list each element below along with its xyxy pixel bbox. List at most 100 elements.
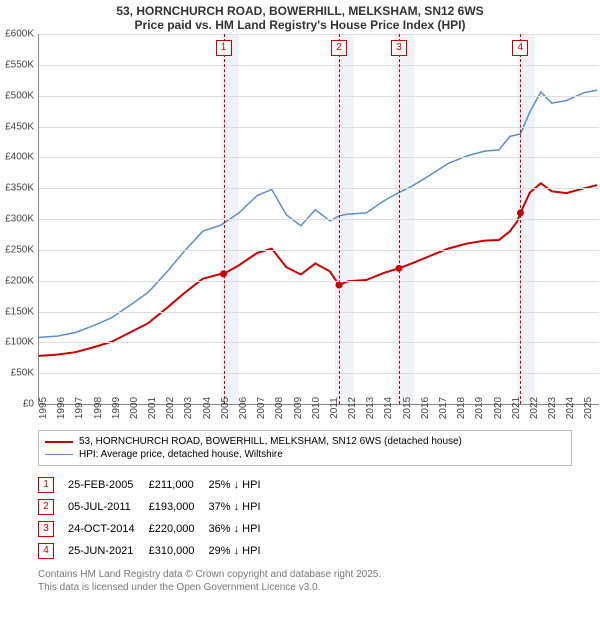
sale-marker-box: 1 — [216, 40, 232, 56]
sale-marker-box: 4 — [512, 40, 528, 56]
plot-wrap: 1234 £0£50K£100K£150K£200K£250K£300K£350… — [38, 34, 598, 424]
gridline-h — [39, 312, 599, 313]
ytick-label: £300K — [5, 214, 34, 225]
xtick-label: 1999 — [111, 397, 122, 419]
xtick-label: 2016 — [420, 397, 431, 419]
xtick-label: 2019 — [474, 397, 485, 419]
chart-title: 53, HORNCHURCH ROAD, BOWERHILL, MELKSHAM… — [0, 0, 600, 34]
gridline-h — [39, 373, 599, 374]
xtick-label: 2009 — [293, 397, 304, 419]
ytick-label: £600K — [5, 29, 34, 40]
sale-marker-line — [339, 34, 340, 404]
xtick-label: 2011 — [329, 397, 340, 419]
xtick-label: 2010 — [311, 397, 322, 419]
xtick-label: 1995 — [38, 397, 49, 419]
xtick-label: 2014 — [383, 397, 394, 419]
xtick-label: 2012 — [347, 397, 358, 419]
xtick-label: 2015 — [402, 397, 413, 419]
legend-row-hpi: HPI: Average price, detached house, Wilt… — [45, 448, 565, 461]
sale-date: 24-OCT-2014 — [68, 518, 149, 540]
sale-delta: 37% ↓ HPI — [209, 496, 275, 518]
xtick-label: 2020 — [493, 397, 504, 419]
gridline-h — [39, 96, 599, 97]
ytick-label: £250K — [5, 244, 34, 255]
gridline-h — [39, 34, 599, 35]
footer-line-2: This data is licensed under the Open Gov… — [38, 581, 600, 594]
gridline-h — [39, 281, 599, 282]
ytick-label: £200K — [5, 275, 34, 286]
sale-idx: 2 — [38, 496, 68, 518]
footer-line-1: Contains HM Land Registry data © Crown c… — [38, 568, 600, 581]
gridline-h — [39, 219, 599, 220]
sale-delta: 25% ↓ HPI — [209, 474, 275, 496]
legend-swatch-price-paid — [45, 441, 73, 443]
xtick-label: 1996 — [56, 397, 67, 419]
ytick-label: £150K — [5, 306, 34, 317]
sale-price: £211,000 — [149, 474, 209, 496]
gridline-h — [39, 342, 599, 343]
xtick-label: 2018 — [456, 397, 467, 419]
ytick-label: £500K — [5, 90, 34, 101]
sale-marker-line — [224, 34, 225, 404]
gridline-h — [39, 188, 599, 189]
gridline-h — [39, 65, 599, 66]
ytick-label: £400K — [5, 152, 34, 163]
sale-idx-box: 4 — [38, 543, 54, 559]
sale-price: £310,000 — [149, 540, 209, 562]
gridline-h — [39, 250, 599, 251]
title-line-2: Price paid vs. HM Land Registry's House … — [0, 18, 600, 32]
sale-idx: 4 — [38, 540, 68, 562]
xtick-label: 2001 — [147, 397, 158, 419]
table-row: 2 05-JUL-2011£193,00037% ↓ HPI — [38, 496, 275, 518]
xtick-label: 2008 — [274, 397, 285, 419]
sale-idx-box: 2 — [38, 499, 54, 515]
series-line-price_paid — [39, 183, 597, 356]
legend: 53, HORNCHURCH ROAD, BOWERHILL, MELKSHAM… — [38, 430, 572, 466]
xtick-label: 2024 — [565, 397, 576, 419]
sale-delta: 29% ↓ HPI — [209, 540, 275, 562]
xtick-label: 2023 — [547, 397, 558, 419]
table-row: 1 25-FEB-2005£211,00025% ↓ HPI — [38, 474, 275, 496]
legend-swatch-hpi — [45, 454, 73, 455]
sale-date: 25-JUN-2021 — [68, 540, 149, 562]
xtick-label: 2013 — [365, 397, 376, 419]
xtick-label: 2006 — [238, 397, 249, 419]
chart-container: 53, HORNCHURCH ROAD, BOWERHILL, MELKSHAM… — [0, 0, 600, 594]
sale-idx-box: 3 — [38, 521, 54, 537]
xtick-label: 2002 — [165, 397, 176, 419]
xtick-label: 2004 — [202, 397, 213, 419]
ytick-label: £550K — [5, 59, 34, 70]
sale-marker-line — [399, 34, 400, 404]
xtick-label: 2003 — [183, 397, 194, 419]
table-row: 324-OCT-2014£220,00036% ↓ HPI — [38, 518, 275, 540]
table-row: 4 25-JUN-2021£310,00029% ↓ HPI — [38, 540, 275, 562]
sale-marker-box: 2 — [331, 40, 347, 56]
sale-idx: 1 — [38, 474, 68, 496]
xtick-label: 1997 — [74, 397, 85, 419]
sale-price: £193,000 — [149, 496, 209, 518]
xtick-label: 2005 — [220, 397, 231, 419]
xtick-label: 2025 — [583, 397, 594, 419]
legend-label-price-paid: 53, HORNCHURCH ROAD, BOWERHILL, MELKSHAM… — [79, 436, 462, 447]
sale-date: 05-JUL-2011 — [68, 496, 149, 518]
ytick-label: £450K — [5, 121, 34, 132]
xtick-label: 1998 — [93, 397, 104, 419]
plot-area: 1234 — [38, 34, 599, 405]
xtick-label: 2000 — [129, 397, 140, 419]
sale-price: £220,000 — [149, 518, 209, 540]
ytick-label: £350K — [5, 183, 34, 194]
xtick-label: 2021 — [511, 397, 522, 419]
footer-attribution: Contains HM Land Registry data © Crown c… — [38, 568, 600, 594]
gridline-h — [39, 127, 599, 128]
legend-row-price-paid: 53, HORNCHURCH ROAD, BOWERHILL, MELKSHAM… — [45, 435, 565, 448]
sale-idx: 3 — [38, 518, 68, 540]
title-line-1: 53, HORNCHURCH ROAD, BOWERHILL, MELKSHAM… — [0, 4, 600, 18]
sale-date: 25-FEB-2005 — [68, 474, 149, 496]
legend-label-hpi: HPI: Average price, detached house, Wilt… — [79, 449, 283, 460]
sale-idx-box: 1 — [38, 477, 54, 493]
xtick-label: 2022 — [529, 397, 540, 419]
ytick-label: £100K — [5, 337, 34, 348]
gridline-h — [39, 157, 599, 158]
sale-marker-line — [520, 34, 521, 404]
xtick-label: 2017 — [438, 397, 449, 419]
